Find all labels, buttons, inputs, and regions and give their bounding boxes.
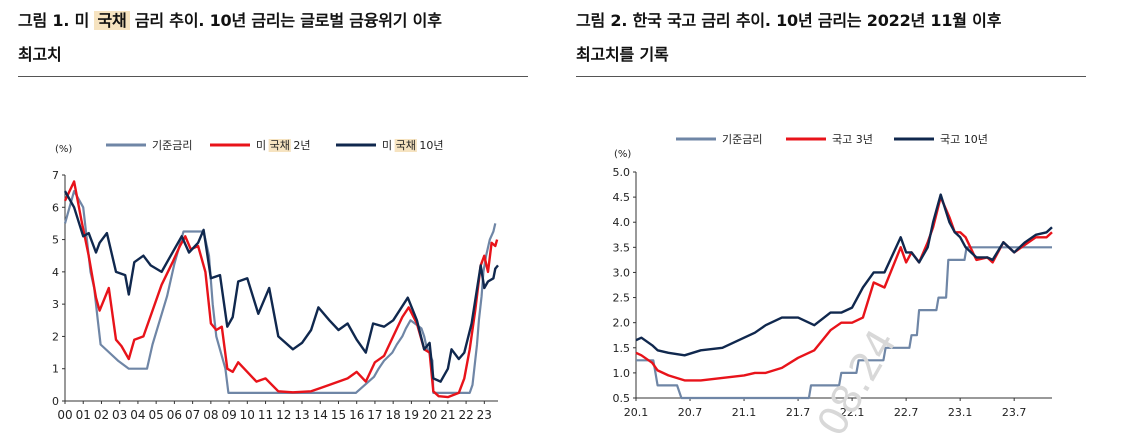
y-tick-label: 3.5 bbox=[613, 241, 631, 254]
x-tick-label: 21.1 bbox=[732, 406, 757, 419]
x-tick-label: 09 bbox=[221, 408, 236, 422]
series-line-1 bbox=[636, 246, 1052, 400]
y-tick-label: 5 bbox=[52, 234, 59, 247]
y-tick-label: 3.0 bbox=[613, 266, 631, 279]
y-tick-label: 5.0 bbox=[613, 166, 631, 179]
y-tick-label: 2.5 bbox=[613, 292, 631, 305]
legend-label-part: 미 bbox=[256, 139, 270, 152]
y-tick-label: 4 bbox=[52, 266, 59, 279]
x-tick-label: 08 bbox=[203, 408, 218, 422]
x-tick-label: 22 bbox=[458, 408, 473, 422]
legend-label: 기준금리 bbox=[722, 133, 762, 146]
y-tick-label: 0 bbox=[52, 395, 59, 408]
figure-2-title-line1: 그림 2. 한국 국고 금리 추이. 10년 금리는 2022년 11월 이후 bbox=[576, 11, 1002, 30]
x-tick-label: 19 bbox=[404, 408, 419, 422]
x-tick-label: 02 bbox=[94, 408, 109, 422]
x-tick-label: 14 bbox=[313, 408, 328, 422]
x-tick-label: 01 bbox=[76, 408, 91, 422]
y-tick-label: 7 bbox=[52, 169, 59, 182]
x-tick-label: 23.1 bbox=[948, 406, 973, 419]
figure-2-panel: 그림 2. 한국 국고 금리 추이. 10년 금리는 2022년 11월 이후 … bbox=[576, 0, 1086, 419]
x-tick-label: 20 bbox=[422, 408, 437, 422]
x-tick-label: 05 bbox=[149, 408, 164, 422]
legend-label: 미 국채 10년 bbox=[382, 139, 444, 152]
legend-label: 국고 3년 bbox=[832, 133, 873, 146]
x-tick-label: 21 bbox=[440, 408, 455, 422]
x-tick-label: 16 bbox=[349, 408, 364, 422]
x-tick-label: 13 bbox=[294, 408, 309, 422]
y-tick-label: 2.0 bbox=[613, 317, 631, 330]
legend-highlight bbox=[394, 139, 417, 152]
figure-1-title-highlight: 국채 bbox=[94, 11, 130, 30]
x-tick-label: 17 bbox=[367, 408, 382, 422]
figure-2-title-line2: 최고치를 기록 bbox=[576, 45, 669, 64]
y-tick-label: 6 bbox=[52, 201, 59, 214]
x-tick-label: 22.7 bbox=[894, 406, 919, 419]
figure-1-divider bbox=[18, 76, 528, 77]
x-tick-label: 20.7 bbox=[678, 406, 703, 419]
y-tick-label: 1.0 bbox=[613, 367, 631, 380]
x-tick-label: 10 bbox=[240, 408, 255, 422]
x-tick-label: 07 bbox=[185, 408, 200, 422]
figure-1-title: 그림 1. 미 국채 금리 추이. 10년 금리는 글로벌 금융위기 이후 최고… bbox=[18, 4, 528, 70]
figure-1-title-part: 그림 1. 미 bbox=[18, 11, 95, 30]
legend-label-part: 10년 bbox=[416, 139, 444, 152]
figure-1-title-line2: 최고치 bbox=[18, 45, 62, 64]
legend-label-part: 2년 bbox=[290, 139, 311, 152]
figure-1-title-part: 금리 추이. 10년 금리는 글로벌 금융위기 이후 bbox=[129, 11, 442, 30]
x-tick-label: 04 bbox=[130, 408, 145, 422]
legend-label: 기준금리 bbox=[152, 139, 192, 152]
figure-2-chart: (%) 0.5 1.0 1.5 2.0 2.5 3.0 3.5 4.0 4.5 5.0 20.1 20.… bbox=[613, 133, 1053, 419]
y-tick-label: 0.5 bbox=[613, 392, 631, 405]
series-line-2 bbox=[63, 180, 499, 399]
legend-label-part: 국채 bbox=[270, 139, 290, 152]
legend-label: 미 국채 2년 bbox=[256, 139, 311, 152]
series-line-3 bbox=[635, 193, 1053, 357]
y-tick-label: 4.0 bbox=[613, 216, 631, 229]
series-line-1 bbox=[63, 190, 497, 394]
x-tick-label: 03 bbox=[112, 408, 127, 422]
x-tick-label: 18 bbox=[386, 408, 401, 422]
series-line-3 bbox=[63, 190, 499, 383]
legend-label-part: 국채 bbox=[396, 139, 416, 152]
y-unit-label: (%) bbox=[614, 149, 631, 160]
figure-2-divider bbox=[576, 76, 1086, 77]
x-tick-label: 11 bbox=[258, 408, 273, 422]
legend-label-part: 기준금리 bbox=[152, 139, 192, 152]
y-tick-label: 1 bbox=[52, 363, 59, 376]
x-tick-label: 12 bbox=[276, 408, 291, 422]
x-tick-label: 15 bbox=[331, 408, 346, 422]
x-tick-label: 22.1 bbox=[840, 406, 865, 419]
x-tick-label: 23.7 bbox=[1002, 406, 1027, 419]
y-unit-label: (%) bbox=[55, 144, 72, 155]
legend-label: 국고 10년 bbox=[940, 133, 988, 146]
x-tick-label: 00 bbox=[57, 408, 72, 422]
x-tick-label: 20.1 bbox=[624, 406, 649, 419]
x-tick-label: 23 bbox=[477, 408, 492, 422]
legend-label-part: 미 bbox=[382, 139, 396, 152]
figure-2-title: 그림 2. 한국 국고 금리 추이. 10년 금리는 2022년 11월 이후 … bbox=[576, 4, 1086, 70]
series-line-2 bbox=[635, 195, 1053, 382]
y-tick-label: 1.5 bbox=[613, 342, 631, 355]
y-tick-label: 3 bbox=[52, 298, 59, 311]
y-tick-label: 4.5 bbox=[613, 191, 631, 204]
x-tick-label: 06 bbox=[167, 408, 182, 422]
legend-highlight bbox=[268, 139, 291, 152]
x-tick-label: 21.7 bbox=[786, 406, 811, 419]
y-tick-label: 2 bbox=[52, 330, 59, 343]
figure-1-panel: 그림 1. 미 국채 금리 추이. 10년 금리는 글로벌 금융위기 이후 최고… bbox=[18, 0, 528, 422]
